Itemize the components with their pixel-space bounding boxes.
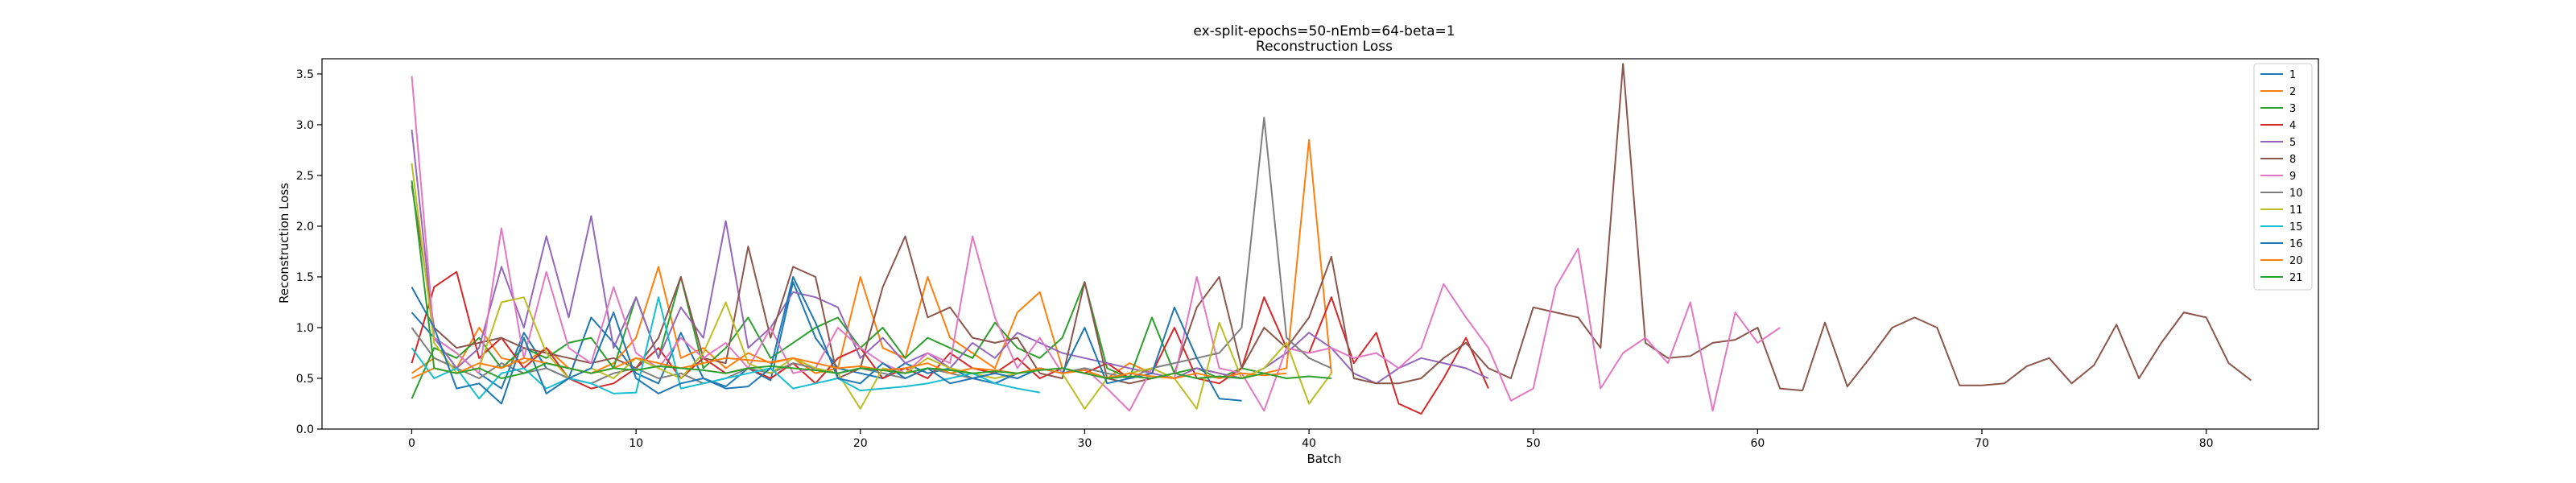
y-tick-label: 2.0 (296, 221, 314, 233)
x-tick-label: 10 (629, 437, 643, 450)
legend: 1 2 3 4 5 8 9 10 11 15 16 20 21 (2253, 63, 2313, 291)
legend-box (2253, 63, 2313, 291)
chart-title: ex-split-epochs=50-nEmb=64-beta=1 (1193, 23, 1455, 39)
y-tick-label: 0.0 (296, 423, 314, 436)
series-line-5 (411, 130, 1489, 385)
series-line-21 (411, 180, 1331, 379)
x-tick-label: 50 (1526, 437, 1541, 450)
series-line-10 (411, 117, 1332, 385)
legend-label-5: 5 (2289, 137, 2296, 149)
series-line-2 (411, 138, 1332, 379)
chart-subtitle: Reconstruction Loss (1256, 39, 1393, 55)
plot-frame (321, 58, 2319, 430)
x-tick-label: 0 (408, 437, 415, 450)
legend-label-21: 21 (2289, 272, 2303, 284)
legend-label-16: 16 (2289, 238, 2303, 250)
legend-label-20: 20 (2289, 255, 2303, 267)
series-line-16 (411, 276, 1242, 405)
y-tick-label: 3.5 (296, 68, 314, 81)
x-tick-label: 30 (1078, 437, 1092, 450)
x-tick-label: 60 (1750, 437, 1765, 450)
legend-label-9: 9 (2289, 171, 2296, 183)
series-line-11 (411, 163, 1332, 410)
x-tick-label: 80 (2199, 437, 2214, 450)
x-tick-label: 40 (1302, 437, 1316, 450)
y-tick-label: 2.5 (296, 170, 314, 183)
legend-label-10: 10 (2289, 188, 2303, 200)
series-line-15 (411, 296, 1040, 400)
legend-label-15: 15 (2289, 221, 2303, 233)
y-tick-label: 3.0 (296, 119, 314, 132)
y-tick-label: 0.5 (296, 373, 314, 386)
series-line-4 (411, 270, 1489, 415)
y-tick-label: 1.0 (296, 322, 314, 335)
x-axis-label: Batch (1307, 452, 1341, 466)
legend-label-8: 8 (2289, 154, 2296, 166)
legend-label-1: 1 (2289, 69, 2296, 81)
legend-label-4: 4 (2289, 120, 2296, 132)
legend-label-2: 2 (2289, 86, 2296, 98)
legend-label-3: 3 (2289, 103, 2296, 115)
x-tick-label: 20 (853, 437, 868, 450)
y-axis-label: Reconstruction Loss (277, 183, 291, 303)
series-line-8 (411, 63, 2252, 392)
x-tick-label: 70 (1975, 437, 1989, 450)
y-tick-label: 1.5 (296, 271, 314, 284)
legend-label-11: 11 (2289, 204, 2303, 217)
series-line-9 (411, 76, 1781, 412)
